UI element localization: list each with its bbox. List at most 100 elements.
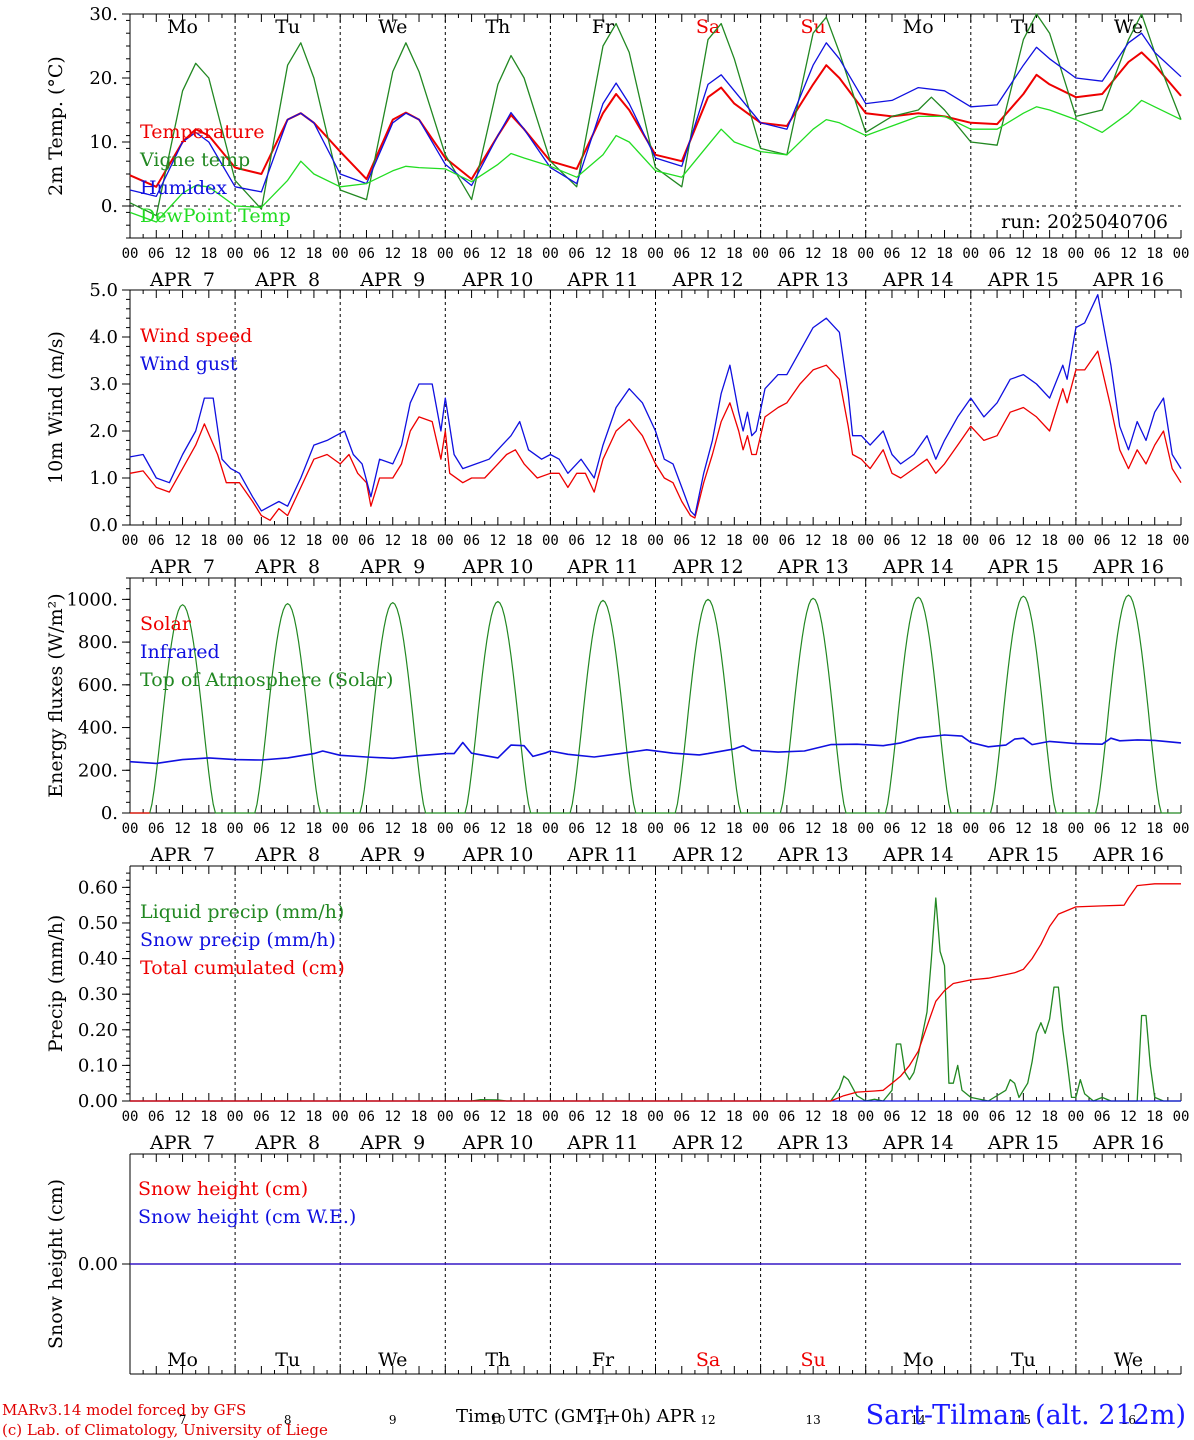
x-date-label: APR 9 xyxy=(359,1132,425,1154)
x-date-label: APR 10 xyxy=(461,556,533,578)
day-of-week-label: We xyxy=(378,16,407,38)
x-hour-label: 06 xyxy=(884,821,901,837)
day-of-week-label: Mo xyxy=(167,1349,198,1371)
x-hour-label: 12 xyxy=(700,533,717,549)
x-hour-label: 00 xyxy=(227,246,244,262)
x-hour-label: 18 xyxy=(200,533,217,549)
x-hour-label: 18 xyxy=(1146,1109,1163,1125)
x-hour-label: 00 xyxy=(332,1109,349,1125)
x-hour-label: 00 xyxy=(1067,821,1084,837)
x-day-number: 7 xyxy=(179,1413,187,1427)
x-hour-label: 00 xyxy=(1173,1109,1190,1125)
x-hour-label: 18 xyxy=(305,1109,322,1125)
series-wind-gust xyxy=(129,294,1182,517)
x-hour-label: 18 xyxy=(305,246,322,262)
x-hour-label: 00 xyxy=(962,1109,979,1125)
x-hour-label: 06 xyxy=(989,821,1006,837)
x-hour-label: 12 xyxy=(279,1109,296,1125)
legend-entry: Wind speed xyxy=(140,325,252,347)
legend-entry: Wind gust xyxy=(140,353,238,375)
x-date-label: APR 11 xyxy=(566,1132,638,1154)
x-hour-label: 12 xyxy=(910,1109,927,1125)
x-hour-label: 00 xyxy=(857,246,874,262)
legend-entry: Humidex xyxy=(140,177,227,199)
y-tick-label: 10. xyxy=(89,132,118,153)
legend-entry: Liquid precip (mm/h) xyxy=(140,901,344,923)
x-hour-label: 18 xyxy=(200,1109,217,1125)
x-hour-label: 18 xyxy=(516,1109,533,1125)
x-day-number: 13 xyxy=(806,1413,821,1427)
x-day-number: 10 xyxy=(490,1413,505,1427)
x-day-number: 15 xyxy=(1016,1413,1031,1427)
x-hour-label: 06 xyxy=(989,246,1006,262)
x-hour-label: 18 xyxy=(516,533,533,549)
x-date-label: APR 16 xyxy=(1092,556,1164,578)
y-tick-label: 0. xyxy=(101,196,118,217)
time-axis-title: Time UTC (GMT+0h) xyxy=(456,1406,651,1427)
x-date-label: APR 11 xyxy=(566,844,638,866)
x-hour-label: 06 xyxy=(463,821,480,837)
x-hour-label: 00 xyxy=(647,821,664,837)
y-tick-label: 3.0 xyxy=(89,374,118,395)
x-hour-label: 06 xyxy=(673,1109,690,1125)
day-of-week-label: Tu xyxy=(1011,16,1036,38)
day-of-week-label: Fr xyxy=(592,16,615,38)
x-hour-label: 12 xyxy=(174,533,191,549)
day-of-week-label: Sa xyxy=(696,1349,720,1371)
x-hour-label: 12 xyxy=(910,821,927,837)
y-tick-label: 0.60 xyxy=(78,877,118,898)
x-hour-label: 18 xyxy=(200,821,217,837)
x-hour-label: 12 xyxy=(384,1109,401,1125)
x-hour-label: 00 xyxy=(437,246,454,262)
x-hour-label: 00 xyxy=(1173,533,1190,549)
x-hour-label: 06 xyxy=(673,821,690,837)
x-date-label: APR 16 xyxy=(1092,844,1164,866)
y-axis-label: Energy fluxes (W/m²) xyxy=(45,593,67,797)
y-tick-label: 0.10 xyxy=(78,1055,118,1076)
y-axis-label: Precip (mm/h) xyxy=(45,915,67,1053)
x-date-label: APR 9 xyxy=(359,556,425,578)
station-label: Sart-Tilman (alt. 212m) xyxy=(865,1400,1186,1431)
x-hour-label: 18 xyxy=(305,821,322,837)
x-hour-label: 06 xyxy=(884,533,901,549)
x-hour-label: 18 xyxy=(831,533,848,549)
legend-entry: Snow precip (mm/h) xyxy=(140,929,336,951)
x-hour-label: 18 xyxy=(936,821,953,837)
day-of-week-label: Tu xyxy=(1011,1349,1036,1371)
x-hour-label: 00 xyxy=(857,533,874,549)
y-tick-label: 5.0 xyxy=(89,280,118,301)
x-hour-label: 12 xyxy=(595,821,612,837)
x-hour-label: 00 xyxy=(332,821,349,837)
x-date-label: APR 14 xyxy=(882,844,954,866)
x-hour-label: 06 xyxy=(253,246,270,262)
x-hour-label: 00 xyxy=(1173,821,1190,837)
y-axis-label: Snow height (cm) xyxy=(45,1179,67,1349)
x-hour-label: 06 xyxy=(884,1109,901,1125)
x-date-label: APR 10 xyxy=(461,1132,533,1154)
x-hour-label: 18 xyxy=(726,246,743,262)
x-hour-label: 18 xyxy=(621,246,638,262)
x-hour-label: 18 xyxy=(1146,533,1163,549)
x-hour-label: 00 xyxy=(437,1109,454,1125)
x-hour-label: 00 xyxy=(647,246,664,262)
x-hour-label: 18 xyxy=(621,821,638,837)
x-hour-label: 06 xyxy=(253,821,270,837)
x-hour-label: 00 xyxy=(437,821,454,837)
x-hour-label: 12 xyxy=(805,821,822,837)
x-hour-label: 00 xyxy=(1067,1109,1084,1125)
x-hour-label: 12 xyxy=(595,1109,612,1125)
y-tick-label: 200. xyxy=(78,760,118,781)
x-hour-label: 00 xyxy=(752,533,769,549)
x-date-label: APR 13 xyxy=(777,269,849,291)
day-of-week-label: We xyxy=(1114,16,1143,38)
legend-entry: Top of Atmosphere (Solar) xyxy=(140,669,393,691)
x-hour-label: 12 xyxy=(910,246,927,262)
legend-entry: Snow height (cm) xyxy=(138,1178,308,1200)
x-hour-label: 06 xyxy=(884,246,901,262)
x-date-label: APR 15 xyxy=(987,1132,1059,1154)
day-of-week-label: Th xyxy=(485,16,510,38)
day-of-week-label: We xyxy=(1114,1349,1143,1371)
x-hour-label: 06 xyxy=(778,533,795,549)
y-tick-label: 0. xyxy=(101,803,118,824)
